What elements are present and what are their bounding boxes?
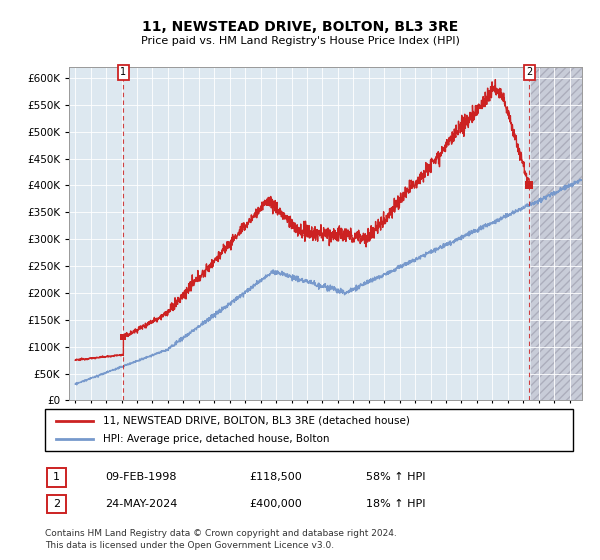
Bar <box>47 494 66 514</box>
Text: Price paid vs. HM Land Registry's House Price Index (HPI): Price paid vs. HM Land Registry's House … <box>140 36 460 46</box>
Text: 1: 1 <box>121 67 127 77</box>
Text: 18% ↑ HPI: 18% ↑ HPI <box>366 499 425 509</box>
Text: £118,500: £118,500 <box>249 472 302 482</box>
Text: 58% ↑ HPI: 58% ↑ HPI <box>366 472 425 482</box>
Text: 2: 2 <box>526 67 532 77</box>
Text: 09-FEB-1998: 09-FEB-1998 <box>105 472 176 482</box>
Text: 24-MAY-2024: 24-MAY-2024 <box>105 499 178 509</box>
Text: 11, NEWSTEAD DRIVE, BOLTON, BL3 3RE: 11, NEWSTEAD DRIVE, BOLTON, BL3 3RE <box>142 20 458 34</box>
Text: £400,000: £400,000 <box>249 499 302 509</box>
Text: HPI: Average price, detached house, Bolton: HPI: Average price, detached house, Bolt… <box>103 434 329 444</box>
Polygon shape <box>531 67 582 400</box>
Text: 1: 1 <box>53 472 60 482</box>
Bar <box>47 468 66 487</box>
Text: 2: 2 <box>53 499 60 509</box>
Text: 11, NEWSTEAD DRIVE, BOLTON, BL3 3RE (detached house): 11, NEWSTEAD DRIVE, BOLTON, BL3 3RE (det… <box>103 416 410 426</box>
Text: Contains HM Land Registry data © Crown copyright and database right 2024.
This d: Contains HM Land Registry data © Crown c… <box>45 529 397 550</box>
